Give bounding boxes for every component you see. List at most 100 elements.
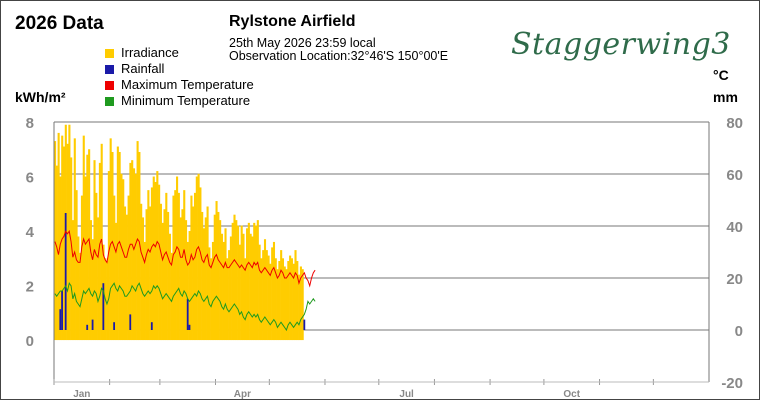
- irradiance-bar: [181, 209, 184, 341]
- irradiance-bar: [54, 141, 57, 341]
- irradiance-bar: [274, 258, 277, 341]
- irradiance-bar: [244, 258, 247, 341]
- observation-time: 25th May 2026 23:59 local: [229, 36, 376, 50]
- irradiance-bar: [240, 225, 243, 341]
- irradiance-bar: [131, 160, 134, 341]
- irradiance-bar: [73, 138, 76, 341]
- x-tick-label: Apr: [234, 389, 251, 399]
- irradiance-bar: [256, 220, 259, 341]
- irradiance-bar: [156, 171, 159, 341]
- irradiance-bar: [211, 241, 215, 341]
- irradiance-bar: [217, 211, 220, 341]
- irradiance-bar: [165, 192, 168, 341]
- irradiance-bar: [158, 184, 161, 341]
- rainfall-bar: [188, 324, 191, 330]
- irradiance-bar: [263, 239, 267, 341]
- irradiance-bar: [115, 222, 118, 341]
- rainfall-bar: [91, 319, 94, 330]
- irradiance-bar: [89, 220, 92, 341]
- irradiance-bar: [141, 217, 145, 341]
- irradiance-bar: [210, 258, 213, 341]
- irradiance-bar: [159, 203, 162, 341]
- irradiance-bar: [233, 214, 236, 341]
- irradiance-bar: [62, 146, 66, 341]
- irradiance-bar: [66, 143, 69, 341]
- irradiance-bar: [222, 241, 225, 341]
- irradiance-bar: [204, 217, 207, 341]
- rainfall-bar: [150, 322, 153, 330]
- right-tick-label: 40: [726, 219, 743, 236]
- right-axis-unit-temp: °C: [713, 67, 729, 83]
- irradiance-bar: [107, 171, 110, 341]
- irradiance-bar: [219, 220, 222, 341]
- irradiance-bar: [206, 206, 209, 341]
- irradiance-bar: [283, 266, 286, 341]
- irradiance-bar: [123, 206, 127, 341]
- legend-item-min-temperature: Minimum Temperature: [105, 93, 254, 109]
- irradiance-bar: [134, 173, 137, 341]
- irradiance-bar: [145, 209, 148, 341]
- irradiance-bar: [113, 195, 116, 341]
- irradiance-bar: [258, 244, 261, 341]
- irradiance-bar: [106, 261, 109, 341]
- irradiance-bar: [220, 233, 223, 341]
- irradiance-bar: [91, 239, 94, 341]
- temperature-lines: [54, 229, 316, 332]
- legend-item-max-temperature: Maximum Temperature: [105, 77, 254, 93]
- irradiance-bar: [213, 214, 216, 341]
- irradiance-bar: [167, 211, 170, 341]
- rainfall-bars: [59, 213, 306, 330]
- rainfall-bar: [303, 319, 306, 330]
- irradiance-bar: [152, 176, 155, 341]
- irradiance-bar: [280, 250, 283, 341]
- right-tick-label: 60: [726, 167, 743, 184]
- irradiance-bar: [224, 228, 227, 341]
- irradiance-bar: [201, 211, 204, 341]
- observation-location: Observation Location:32°46'S 150°00'E: [229, 49, 449, 63]
- irradiance-bar: [298, 274, 301, 341]
- irradiance-bar: [265, 250, 268, 341]
- right-tick-label: 80: [726, 115, 743, 132]
- irradiance-bar: [149, 206, 152, 341]
- legend-swatch: [105, 80, 114, 90]
- irradiance-bar: [278, 261, 281, 341]
- irradiance-bar: [86, 154, 89, 341]
- irradiance-bar: [292, 263, 295, 341]
- x-tick-label: Jan: [73, 389, 90, 399]
- irradiance-bar: [271, 247, 274, 341]
- irradiance-bar: [192, 206, 195, 341]
- irradiance-bar: [249, 233, 252, 341]
- irradiance-bar: [80, 195, 84, 341]
- irradiance-bar: [208, 247, 211, 341]
- observation-info: 25th May 2026 23:59 local Observation Lo…: [229, 37, 448, 63]
- chart-legend: Irradiance Rainfall Maximum Temperature …: [105, 45, 254, 109]
- irradiance-bar: [251, 236, 254, 341]
- right-tick-label: -20: [721, 375, 743, 392]
- irradiance-bar: [253, 222, 256, 341]
- irradiance-bar: [269, 263, 272, 341]
- axis-layer: Jan Apr Jul Oct 0 2 4 6 8 -20 0 20 40 60 80: [26, 115, 743, 399]
- irradiance-bar: [197, 173, 200, 341]
- irradiance-bar: [120, 173, 123, 341]
- irradiance-bar: [71, 220, 75, 341]
- irradiance-bar: [170, 252, 173, 341]
- irradiance-bar: [88, 149, 91, 341]
- irradiance-bar: [129, 162, 132, 341]
- rainfall-bar: [86, 324, 89, 330]
- brand-logo: Staggerwing3: [511, 27, 731, 62]
- max-temperature-line: [54, 229, 316, 288]
- irradiance-bar: [59, 176, 62, 341]
- irradiance-bar: [163, 209, 166, 341]
- irradiance-bar: [84, 176, 87, 341]
- right-tick-label: 0: [735, 323, 743, 340]
- station-name: Rylstone Airfield: [229, 13, 356, 30]
- irradiance-bar: [185, 220, 188, 341]
- irradiance-bar: [228, 250, 231, 341]
- irradiance-bar: [154, 181, 157, 341]
- irradiance-bar: [136, 141, 139, 341]
- irradiance-bar: [95, 192, 98, 341]
- irradiance-bar: [177, 192, 180, 341]
- legend-swatch: [105, 96, 114, 106]
